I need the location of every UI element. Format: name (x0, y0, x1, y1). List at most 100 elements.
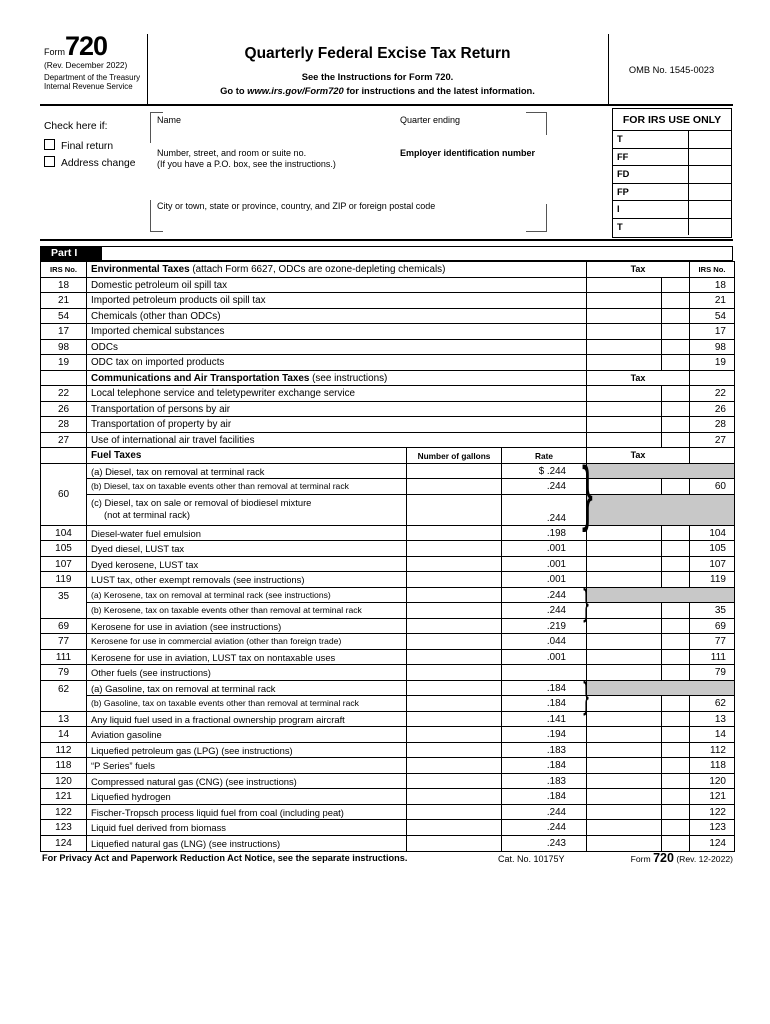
gallons-field[interactable] (406, 479, 501, 495)
ein-field[interactable] (400, 161, 520, 177)
gallons-field[interactable] (406, 804, 501, 820)
tax-field[interactable] (586, 308, 661, 324)
tax-cents-field[interactable] (661, 308, 689, 324)
tax-cents-field[interactable] (661, 758, 689, 773)
final-return-checkbox[interactable] (44, 139, 55, 150)
tax-field[interactable] (586, 665, 661, 680)
street-field[interactable] (157, 172, 397, 188)
gallons-field[interactable] (406, 649, 501, 665)
tax-cents-field[interactable] (661, 634, 689, 649)
gallons-field[interactable] (406, 773, 501, 789)
tax-field[interactable] (586, 401, 661, 417)
line-description: Dyed diesel, LUST tax (86, 541, 406, 556)
tax-field[interactable] (586, 479, 661, 495)
tax-cents-field[interactable] (661, 417, 689, 432)
tax-cents-field[interactable] (661, 835, 689, 851)
tax-field[interactable] (586, 417, 661, 432)
address-change-checkbox[interactable] (44, 156, 55, 167)
tax-field[interactable] (586, 556, 661, 572)
tax-cents-field[interactable] (661, 727, 689, 742)
tax-cents-field[interactable] (661, 324, 689, 339)
gallons-field[interactable] (406, 494, 501, 525)
gallons-field[interactable] (406, 525, 501, 541)
tax-cents-field[interactable] (661, 556, 689, 572)
tax-cents-field[interactable] (661, 479, 689, 495)
gallons-field[interactable] (406, 711, 501, 727)
gallons-field[interactable] (406, 572, 501, 587)
tax-cents-field[interactable] (661, 820, 689, 835)
tax-cents-field[interactable] (661, 696, 689, 711)
address-change-option[interactable]: Address change (44, 156, 135, 169)
tax-cents-field[interactable] (661, 789, 689, 804)
tax-field[interactable] (586, 432, 661, 448)
gallons-field[interactable] (406, 634, 501, 649)
tax-field[interactable] (586, 525, 661, 541)
tax-field[interactable] (586, 649, 661, 665)
gallons-field[interactable] (406, 541, 501, 556)
tax-cents-field[interactable] (661, 293, 689, 308)
gallons-field[interactable] (406, 727, 501, 742)
tax-field[interactable] (586, 711, 661, 727)
tax-field[interactable] (586, 727, 661, 742)
tax-cents-field[interactable] (661, 618, 689, 634)
tax-field[interactable] (586, 293, 661, 308)
tax-cents-field[interactable] (661, 572, 689, 587)
tax-cents-field[interactable] (661, 773, 689, 789)
gallons-field[interactable] (406, 618, 501, 634)
irs-no-right: 98 (689, 339, 734, 355)
tax-field[interactable] (586, 804, 661, 820)
tax-field[interactable] (586, 386, 661, 401)
tax-cents-field[interactable] (661, 401, 689, 417)
irs-no-left: 21 (57, 295, 70, 306)
tax-field[interactable] (586, 742, 661, 758)
rate-value (501, 665, 586, 680)
tax-field[interactable] (586, 541, 661, 556)
tax-cents-field[interactable] (661, 603, 689, 618)
tax-field[interactable] (586, 835, 661, 851)
tax-field[interactable] (586, 820, 661, 835)
tax-field[interactable] (586, 758, 661, 773)
tax-cents-field[interactable] (661, 355, 689, 370)
gallons-field[interactable] (406, 789, 501, 804)
tax-field[interactable] (586, 789, 661, 804)
quarter-ending-field[interactable] (400, 126, 520, 144)
gallons-field[interactable] (406, 556, 501, 572)
tax-field[interactable] (586, 355, 661, 370)
city-field[interactable] (157, 213, 517, 229)
tax-cents-field[interactable] (661, 432, 689, 448)
gallons-field[interactable] (406, 835, 501, 851)
gallons-field[interactable] (406, 680, 501, 696)
tax-field[interactable] (586, 277, 661, 293)
gallons-field[interactable] (406, 758, 501, 773)
gallons-field[interactable] (406, 463, 501, 479)
tax-cents-field[interactable] (661, 541, 689, 556)
gallons-field[interactable] (406, 696, 501, 711)
tax-field[interactable] (586, 572, 661, 587)
tax-cents-field[interactable] (661, 386, 689, 401)
tax-cents-field[interactable] (661, 742, 689, 758)
gallons-field[interactable] (406, 587, 501, 603)
tax-cents-field[interactable] (661, 525, 689, 541)
gallons-field[interactable] (406, 820, 501, 835)
tax-cents-field[interactable] (661, 711, 689, 727)
irs-use-blank (689, 219, 731, 236)
tax-field[interactable] (586, 339, 661, 355)
tax-cents-field[interactable] (661, 649, 689, 665)
tax-cents-field[interactable] (661, 804, 689, 820)
tax-field[interactable] (586, 618, 661, 634)
tax-cents-field[interactable] (661, 339, 689, 355)
gallons-field[interactable] (406, 742, 501, 758)
tax-cents-field[interactable] (661, 277, 689, 293)
tax-field[interactable] (586, 324, 661, 339)
gallons-field[interactable] (406, 603, 501, 618)
tax-cents-field[interactable] (661, 665, 689, 680)
final-return-option[interactable]: Final return (44, 139, 113, 152)
name-field[interactable] (157, 126, 397, 144)
tax-field[interactable] (586, 696, 661, 711)
tax-field[interactable] (586, 773, 661, 789)
tax-field[interactable] (586, 603, 661, 618)
tax-field[interactable] (586, 634, 661, 649)
gallons-field[interactable] (406, 665, 501, 680)
line-description: Other fuels (see instructions) (86, 665, 406, 680)
